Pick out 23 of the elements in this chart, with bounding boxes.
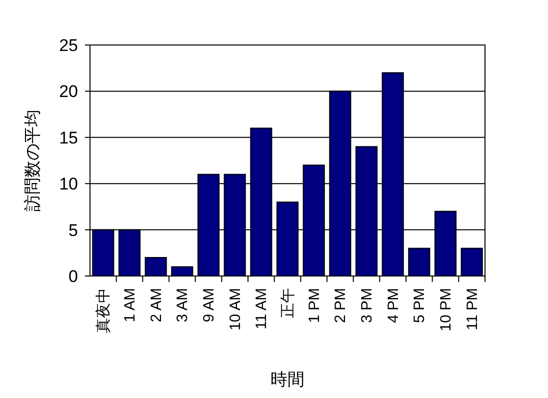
x-tick-label: 11 PM	[464, 288, 481, 330]
x-tick-label: 1 AM	[122, 288, 138, 322]
y-axis-title: 訪問数の平均	[23, 110, 42, 212]
x-tick-label: 10 AM	[226, 288, 244, 331]
x-tick-label: 正午	[280, 288, 296, 318]
x-tick-label: 11 AM	[253, 288, 270, 330]
x-tick-label: 2 PM	[332, 288, 350, 324]
x-tick-label: 3 AM	[174, 288, 192, 322]
y-tick-label: 15	[59, 128, 78, 148]
x-tick-label: 3 PM	[358, 288, 376, 324]
x-tick-label: 1 PM	[306, 288, 323, 324]
y-tick-label: 20	[59, 82, 78, 102]
x-tick-label: 4 PM	[384, 288, 402, 324]
y-tick-label: 10	[59, 174, 78, 194]
x-axis-title: 時間	[270, 370, 304, 389]
x-tick-label: 9 AM	[200, 288, 218, 322]
y-tick-label: 0	[68, 267, 78, 286]
x-tick-label: 5 PM	[411, 288, 428, 324]
x-tick-label: 真夜中	[95, 288, 112, 333]
y-tick-label: 5	[68, 220, 78, 240]
y-tick-label: 25	[59, 36, 78, 55]
x-tick-label: 2 AM	[148, 288, 165, 322]
x-tick-label: 10 PM	[438, 288, 454, 332]
